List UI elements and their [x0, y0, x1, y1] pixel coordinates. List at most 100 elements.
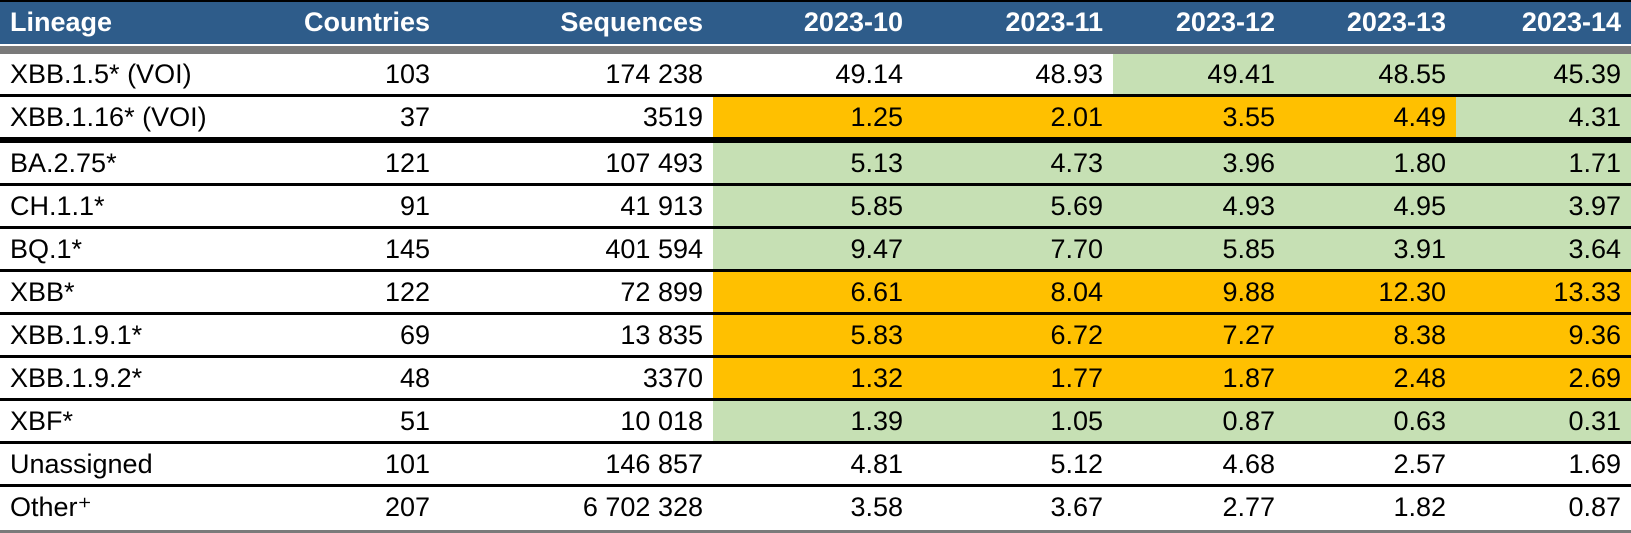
cell-countries: 48 — [260, 356, 440, 401]
cell-week-value: 5.13 — [713, 140, 913, 186]
cell-week-value: 0.31 — [1456, 399, 1631, 444]
cell-lineage: BQ.1* — [0, 227, 260, 272]
cell-countries: 122 — [260, 270, 440, 315]
cell-countries: 145 — [260, 227, 440, 272]
cell-sequences: 72 899 — [440, 270, 713, 315]
cell-sequences: 3370 — [440, 356, 713, 401]
bottom-bar-row — [0, 527, 1631, 533]
cell-week-value: 5.85 — [713, 184, 913, 229]
cell-sequences: 146 857 — [440, 442, 713, 487]
table-row: XBB.1.9.1* 69 13 835 5.83 6.72 7.27 8.38 9.36 — [0, 313, 1631, 358]
table-row: CH.1.1* 91 41 913 5.85 5.69 4.93 4.95 3.97 — [0, 184, 1631, 229]
table-row: XBF* 51 10 018 1.39 1.05 0.87 0.63 0.31 — [0, 399, 1631, 444]
cell-week-value: 5.12 — [913, 442, 1113, 487]
cell-lineage: XBB.1.9.2* — [0, 356, 260, 401]
header-cell-w12: 2023-12 — [1113, 0, 1285, 45]
cell-week-value: 49.41 — [1113, 54, 1285, 97]
cell-week-value: 5.83 — [713, 313, 913, 358]
cell-lineage: XBB* — [0, 270, 260, 315]
header-cell-lineage: Lineage — [0, 0, 260, 45]
cell-lineage: CH.1.1* — [0, 184, 260, 229]
cell-week-value: 48.55 — [1285, 54, 1456, 97]
cell-week-value: 2.01 — [913, 95, 1113, 143]
cell-week-value: 5.69 — [913, 184, 1113, 229]
cell-sequences: 6 702 328 — [582, 491, 703, 522]
cell-lineage: XBF* — [0, 399, 260, 444]
cell-week-value: 4.68 — [1113, 442, 1285, 487]
cell-week-value: 0.63 — [1285, 399, 1456, 444]
table-row: Unassigned 101 146 857 4.81 5.12 4.68 2.57 1.69 — [0, 442, 1631, 487]
cell-sequences: 174 238 — [440, 54, 713, 97]
cell-lineage: XBB.1.16* (VOI) — [0, 95, 260, 143]
cell-week-value: 48.93 — [913, 54, 1113, 97]
cell-sequences: 13 835 — [440, 313, 713, 358]
cell-week-value: 8.38 — [1285, 313, 1456, 358]
cell-week-value: 3.58 — [850, 491, 903, 522]
cell-week-value: 8.04 — [913, 270, 1113, 315]
table-row: BQ.1* 145 401 594 9.47 7.70 5.85 3.91 3.64 — [0, 227, 1631, 272]
cell-countries: 37 — [260, 95, 440, 143]
cell-week-value: 1.25 — [713, 95, 913, 143]
cell-week-value: 9.88 — [1113, 270, 1285, 315]
cell-sequences: 3519 — [440, 95, 713, 143]
cell-countries: 121 — [260, 140, 440, 186]
cell-week-value: 49.14 — [713, 54, 913, 97]
cell-lineage: BA.2.75* — [0, 140, 260, 186]
cell-countries: 103 — [260, 54, 440, 97]
cell-week-value: 12.30 — [1285, 270, 1456, 315]
header-cell-w14: 2023-14 — [1456, 0, 1631, 45]
cell-week-value: 2.57 — [1285, 442, 1456, 487]
cell-week-value: 4.95 — [1285, 184, 1456, 229]
cell-week-value: 9.47 — [713, 227, 913, 272]
cell-week-value: 2.69 — [1456, 356, 1631, 401]
cell-week-value: 1.82 — [1393, 491, 1446, 522]
cell-week-value: 3.64 — [1456, 227, 1631, 272]
header-cell-countries: Countries — [260, 0, 440, 45]
table-row: XBB.1.5* (VOI) 103 174 238 49.14 48.93 49.41 4… — [0, 54, 1631, 97]
bottom-separator-bar — [0, 527, 1631, 533]
cell-sequences: 107 493 — [440, 140, 713, 186]
cell-countries: 69 — [260, 313, 440, 358]
header-separator-row — [0, 44, 1631, 54]
table-body: XBB.1.5* (VOI) 103 174 238 49.14 48.93 49.41 4… — [0, 54, 1631, 529]
cell-week-value: 13.33 — [1456, 270, 1631, 315]
table-footer — [0, 527, 1631, 533]
cell-week-value: 3.55 — [1113, 95, 1285, 143]
cell-week-value: 1.87 — [1113, 356, 1285, 401]
table-row: Other⁺ 207 6 702 328 3.58 3.67 2.77 1.82 0.87 — [0, 486, 1631, 529]
cell-lineage: Unassigned — [0, 442, 260, 487]
cell-countries: 91 — [260, 184, 440, 229]
header-cell-w13: 2023-13 — [1285, 0, 1456, 45]
cell-week-value: 4.31 — [1456, 95, 1631, 143]
cell-week-value: 4.49 — [1285, 95, 1456, 143]
table-row: XBB.1.9.2* 48 3370 1.32 1.77 1.87 2.48 2.69 — [0, 356, 1631, 401]
cell-week-value: 3.96 — [1113, 140, 1285, 186]
cell-week-value: 1.71 — [1456, 140, 1631, 186]
cell-week-value: 9.36 — [1456, 313, 1631, 358]
cell-week-value: 0.87 — [1113, 399, 1285, 444]
cell-sequences: 10 018 — [440, 399, 713, 444]
cell-week-value: 5.85 — [1113, 227, 1285, 272]
cell-week-value: 0.87 — [1568, 491, 1621, 522]
cell-week-value: 1.80 — [1285, 140, 1456, 186]
table-row: BA.2.75* 121 107 493 5.13 4.73 3.96 1.80 1.71 — [0, 140, 1631, 186]
cell-week-value: 6.61 — [713, 270, 913, 315]
cell-week-value: 3.67 — [1050, 491, 1103, 522]
cell-week-value: 2.77 — [1222, 491, 1275, 522]
cell-week-value: 7.27 — [1113, 313, 1285, 358]
cell-week-value: 1.32 — [713, 356, 913, 401]
table-header: Lineage Countries Sequences 2023-10 2023-11 2… — [0, 0, 1631, 54]
cell-week-value: 4.93 — [1113, 184, 1285, 229]
cell-week-value: 3.97 — [1456, 184, 1631, 229]
cell-week-value: 2.48 — [1285, 356, 1456, 401]
cell-week-value: 1.39 — [713, 399, 913, 444]
header-cell-w10: 2023-10 — [713, 0, 913, 45]
cell-countries: 207 — [384, 491, 430, 522]
cell-week-value: 6.72 — [913, 313, 1113, 358]
cell-sequences: 41 913 — [440, 184, 713, 229]
cell-lineage: XBB.1.9.1* — [0, 313, 260, 358]
cell-lineage: XBB.1.5* (VOI) — [0, 54, 260, 97]
cell-week-value: 3.91 — [1285, 227, 1456, 272]
header-row: Lineage Countries Sequences 2023-10 2023-11 2… — [0, 0, 1631, 45]
